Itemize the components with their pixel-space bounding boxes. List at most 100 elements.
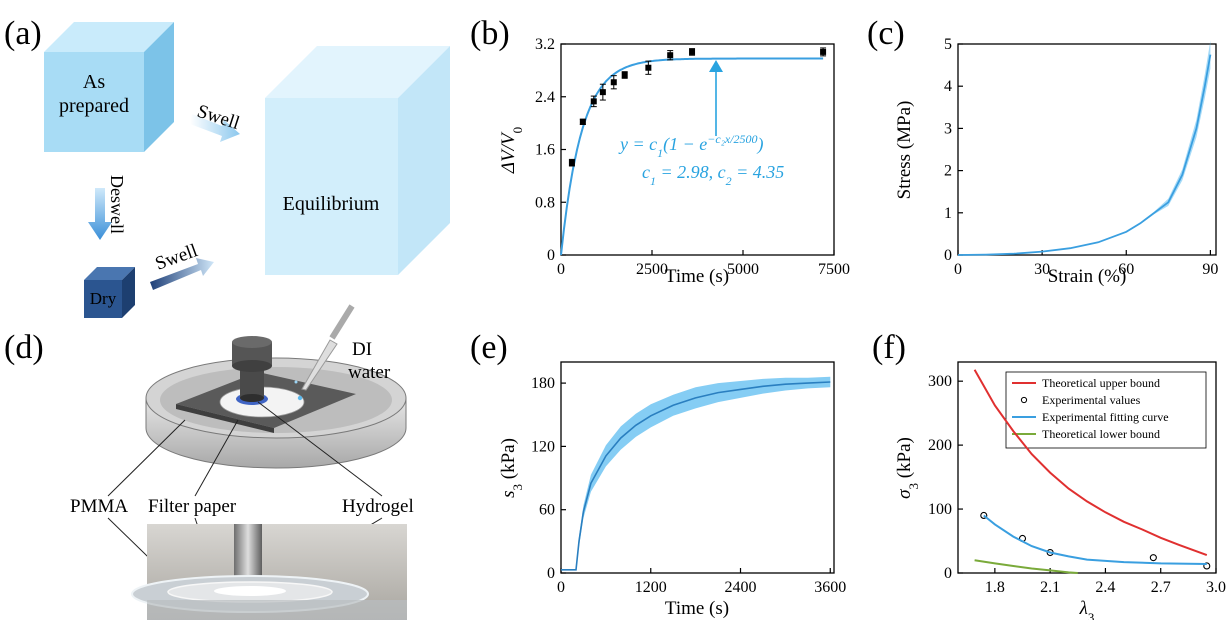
chart-f-xtick-label: 1.8: [985, 579, 1005, 596]
panel-label-c: (c): [867, 15, 905, 52]
chart-e-xtick-label: 1200: [635, 579, 667, 596]
chart-f-experimental-point: [1149, 554, 1157, 562]
chart-c-ytick-label: 3: [944, 120, 952, 137]
chart-b-data-point: [820, 48, 827, 55]
deswell-arrow: [88, 188, 112, 240]
chart-b-params: c1 = 2.98, c2 = 4.35: [642, 162, 784, 188]
chart-b-ytick-label: 0.8: [535, 194, 555, 211]
chart-b-equation: y = c1(1 − e−c₂x/2500): [618, 132, 764, 160]
chart-f-xtick-label: 3.0: [1206, 579, 1226, 596]
di-water-label-1: DI: [352, 339, 372, 360]
chart-b-xtick-label: 2500: [636, 261, 668, 278]
chart-e-ytick-label: 180: [531, 375, 555, 392]
chart-c: Strain (%) Stress (MPa) 0 30 60 90 0 1 2 3 4 5: [894, 36, 1218, 287]
chart-b-fit-line: [560, 57, 824, 256]
hydrogel-label: Hydrogel: [342, 496, 414, 517]
chart-f-ytick-label: 200: [928, 437, 952, 454]
chart-e-ylabel: s3 (kPa): [498, 438, 525, 498]
chart-f-ytick-label: 300: [928, 373, 952, 390]
chart-c-ytick-label: 2: [944, 163, 952, 180]
di-water-label-2: water: [348, 362, 391, 383]
legend-swatch-experimental: [1020, 396, 1028, 404]
chart-b-xtick-label: 0: [557, 261, 565, 278]
chart-c-ytick-label: 5: [944, 36, 952, 53]
swell-arrow-top: [190, 114, 240, 142]
chart-b-ylabel: ΔV/V0: [498, 127, 525, 174]
chart-b-data-point: [645, 64, 652, 71]
chart-f-xtick-label: 2.1: [1040, 579, 1060, 596]
legend-label-experimental: Experimental values: [1042, 393, 1141, 407]
chart-b-ytick-label: 3.2: [535, 36, 555, 53]
chart-f-xtick-label: 2.4: [1095, 579, 1115, 596]
device-photo: [131, 524, 407, 620]
chart-f-lower-line: [974, 559, 1078, 574]
chart-e-line: [561, 381, 831, 571]
chart-c-xlabel: Strain (%): [1048, 266, 1127, 287]
chart-c-xtick-label: 90: [1202, 261, 1218, 278]
chart-e-ytick-label: 0: [547, 565, 555, 582]
chart-c-line: [957, 54, 1212, 256]
dry-label: Dry: [90, 289, 117, 308]
swell-arrow-bottom: [150, 258, 214, 290]
panel-label-f: (f): [872, 329, 906, 366]
as-prepared-label-2: prepared: [59, 95, 129, 117]
chart-f-legend-box: [1005, 371, 1207, 449]
deswell-label: Deswell: [107, 175, 127, 234]
as-prepared-cube: [44, 22, 174, 152]
pmma-label: PMMA: [70, 496, 128, 517]
chart-f-upper-line: [973, 369, 1208, 557]
equilibrium-cube: [265, 46, 450, 275]
chart-b-data-point: [568, 159, 575, 166]
dry-cube: [84, 267, 135, 318]
equilibrium-label: Equilibrium: [283, 193, 380, 215]
chart-e: Time (s) s3 (kPa) 0 1200 2400 3600 0 60 120 180: [498, 361, 846, 619]
legend-label-fit: Experimental fitting curve: [1042, 410, 1169, 424]
chart-b: Time (s) ΔV/V0 y = c1(1 − e−c₂x/2500) c1…: [498, 36, 850, 287]
panel-d-schematic: DI water PMMA Filter paper Hydrogel: [70, 304, 414, 620]
chart-f-frame: [957, 361, 1217, 574]
chart-c-band: [958, 40, 1211, 255]
chart-e-xtick-label: 0: [557, 579, 565, 596]
legend-label-upper: Theoretical upper bound: [1042, 376, 1160, 390]
panel-label-e: (e): [470, 329, 508, 366]
panel-a-schematic: As prepared Equilibrium Dry Swell Deswel…: [44, 22, 450, 318]
chart-f-xtick-label: 2.7: [1151, 579, 1171, 596]
chart-b-data-point: [610, 79, 617, 86]
chart-c-frame: [957, 43, 1217, 256]
chart-f-legend: Theoretical upper bound Experimental val…: [1005, 371, 1207, 449]
chart-b-ytick-label: 1.6: [535, 142, 555, 159]
chart-c-xtick-label: 30: [1034, 261, 1050, 278]
chart-e-xlabel: Time (s): [665, 598, 729, 619]
chart-e-xtick-label: 2400: [725, 579, 757, 596]
chart-b-data-point: [590, 98, 597, 105]
panel-label-a: (a): [4, 15, 42, 52]
chart-b-ytick-label: 2.4: [535, 89, 555, 106]
chart-b-ytick-label: 0: [547, 247, 555, 264]
chart-f-ytick-label: 0: [944, 565, 952, 582]
panel-label-d: (d): [4, 329, 44, 366]
chart-c-ytick-label: 4: [944, 78, 952, 95]
chart-b-data-point: [579, 118, 586, 125]
chart-e-ytick-label: 120: [531, 438, 555, 455]
chart-e-frame: [560, 361, 835, 574]
chart-b-xlabel: Time (s): [665, 266, 729, 287]
chart-f-ytick-label: 100: [928, 501, 952, 518]
legend-label-lower: Theoretical lower bound: [1042, 427, 1160, 441]
chart-f-ylabel: σ3 (kPa): [894, 437, 921, 499]
chart-e-band: [561, 376, 831, 570]
chart-b-annotation-arrowhead: [709, 60, 723, 72]
chart-c-ytick-label: 1: [944, 205, 952, 222]
chart-c-xtick-label: 60: [1118, 261, 1134, 278]
chart-e-xtick-label: 3600: [814, 579, 846, 596]
chart-c-ytick-label: 0: [944, 247, 952, 264]
chart-b-xtick-label: 7500: [818, 261, 850, 278]
filter-paper-label: Filter paper: [148, 496, 237, 517]
chart-f-fit-line: [983, 514, 1207, 565]
chart-c-xtick-label: 0: [954, 261, 962, 278]
chart-b-xtick-label: 5000: [727, 261, 759, 278]
panel-labels: (a) (b) (c) (d) (e) (f): [4, 15, 906, 366]
chart-b-data-point: [667, 52, 674, 59]
as-prepared-label-1: As: [83, 71, 105, 93]
chart-b-data-point: [689, 48, 696, 55]
